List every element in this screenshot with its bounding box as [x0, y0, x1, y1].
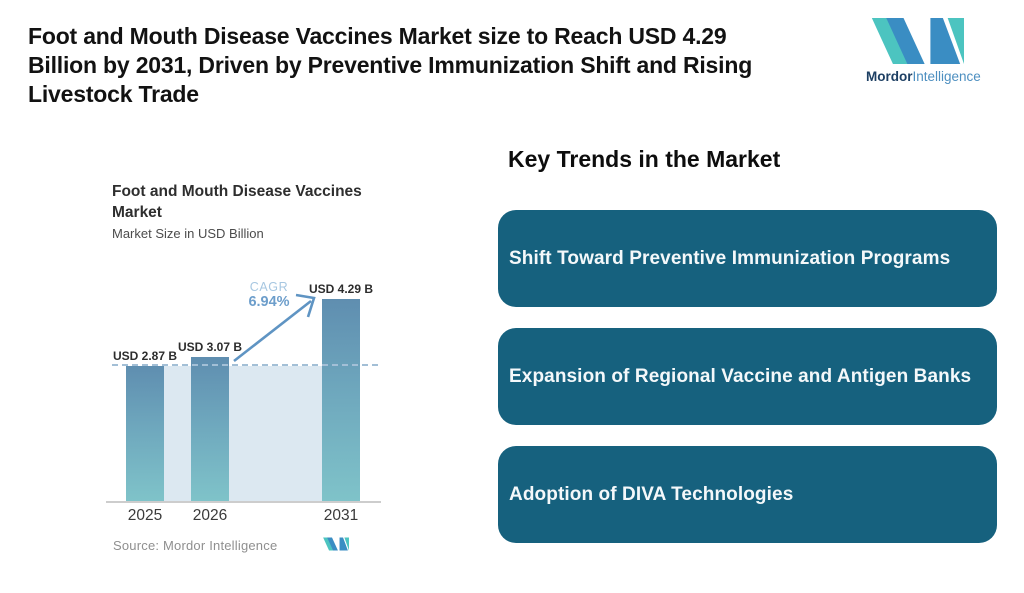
mordor-intelligence-logo-icon: [871, 17, 964, 65]
value-label-2025: USD 2.87 B: [112, 349, 178, 363]
cagr-annotation: CAGR 6.94%: [238, 280, 300, 310]
chart-background-band: [126, 366, 360, 501]
brand-wordmark: MordorIntelligence: [866, 69, 996, 84]
value-label-2031: USD 4.29 B: [308, 282, 374, 296]
cagr-label: CAGR: [249, 280, 289, 294]
trend-card-2-label: Expansion of Regional Vaccine and Antige…: [509, 365, 972, 387]
chart-title: Foot and Mouth Disease Vaccines Market: [112, 183, 362, 221]
bar-2026: [191, 357, 229, 501]
x-tick-2025: 2025: [127, 507, 163, 524]
chart-source-note: Source: Mordor Intelligence: [113, 538, 278, 553]
brand-name-regular: Intelligence: [912, 69, 981, 84]
key-trends-heading: Key Trends in the Market: [508, 146, 781, 172]
bar-2025: [126, 366, 164, 501]
value-label-2026: USD 3.07 B: [177, 340, 243, 354]
growth-arrow-icon: [233, 293, 316, 363]
trend-card-1-label: Shift Toward Preventive Immunization Pro…: [509, 247, 951, 269]
brand-logo: MordorIntelligence: [866, 16, 996, 84]
trend-card-3: Adoption of DIVA Technologies: [498, 446, 997, 543]
page-title: Foot and Mouth Disease Vaccines Market s…: [28, 22, 752, 109]
page-title-line-1: Foot and Mouth Disease Vaccines Market s…: [28, 23, 727, 49]
x-tick-2026: 2026: [192, 507, 228, 524]
trend-card-1: Shift Toward Preventive Immunization Pro…: [498, 210, 997, 307]
reference-dashed-line: [112, 364, 378, 366]
brand-name-bold: Mordor: [866, 69, 913, 84]
x-tick-2031: 2031: [323, 507, 359, 524]
mordor-intelligence-mini-logo-icon: [323, 537, 349, 551]
x-axis-line: [106, 501, 381, 503]
cagr-value: 6.94%: [248, 294, 290, 310]
trend-card-3-label: Adoption of DIVA Technologies: [509, 483, 794, 505]
chart-subtitle: Market Size in USD Billion: [112, 226, 264, 241]
page-title-line-2: Billion by 2031, Driven by Preventive Im…: [28, 52, 753, 78]
bar-2031: [322, 299, 360, 501]
trend-card-2: Expansion of Regional Vaccine and Antige…: [498, 328, 997, 425]
page-title-line-3: Livestock Trade: [28, 81, 199, 107]
